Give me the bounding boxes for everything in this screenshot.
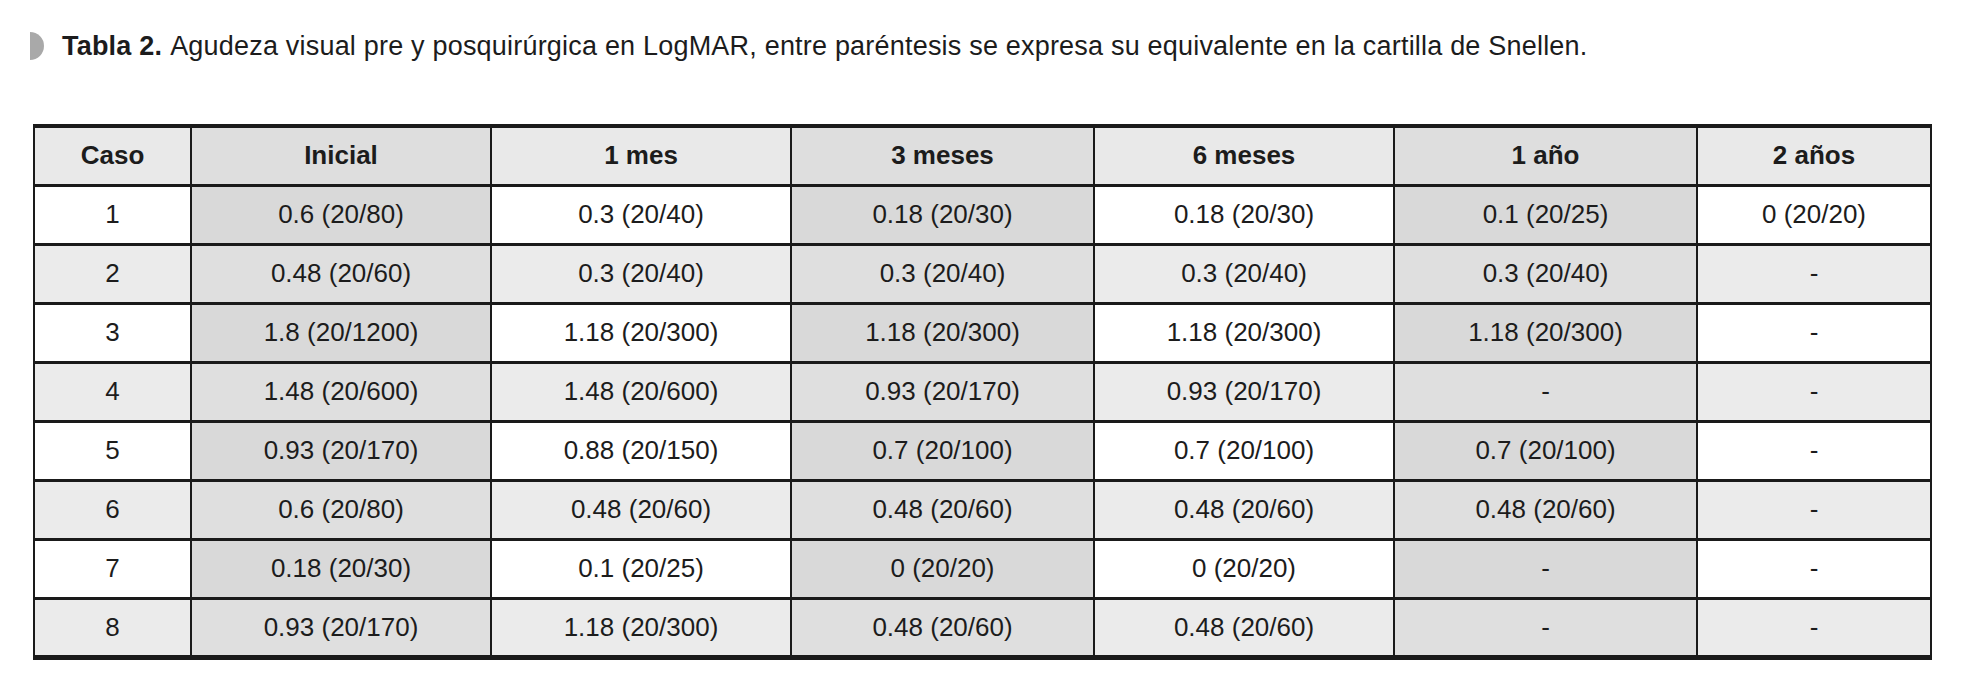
- case-number-cell: 6: [34, 480, 191, 539]
- table-cell: -: [1394, 362, 1697, 421]
- table-cell: 0.48 (20/60): [1394, 480, 1697, 539]
- table-cell: 0.18 (20/30): [791, 185, 1094, 244]
- table-caption-body: Agudeza visual pre y posquirúrgica en Lo…: [170, 31, 1587, 61]
- table-cell: 1.8 (20/1200): [191, 303, 491, 362]
- table-cell: 0.48 (20/60): [491, 480, 791, 539]
- table-cell: 0 (20/20): [1697, 185, 1931, 244]
- table-cell: 0.93 (20/170): [791, 362, 1094, 421]
- table-cell: 1.48 (20/600): [191, 362, 491, 421]
- table-cell: 0.93 (20/170): [191, 598, 491, 657]
- table-cell: -: [1697, 421, 1931, 480]
- table-cell: 0.18 (20/30): [191, 539, 491, 598]
- table-cell: -: [1697, 480, 1931, 539]
- table-body: 10.6 (20/80)0.3 (20/40)0.18 (20/30)0.18 …: [34, 185, 1931, 657]
- table-cell: -: [1697, 598, 1931, 657]
- case-number-cell: 3: [34, 303, 191, 362]
- table-cell: 0.7 (20/100): [791, 421, 1094, 480]
- table-cell: 0.48 (20/60): [191, 244, 491, 303]
- table-cell: -: [1697, 539, 1931, 598]
- case-number-cell: 2: [34, 244, 191, 303]
- table-cell: 0.3 (20/40): [1394, 244, 1697, 303]
- column-header-2-años: 2 años: [1697, 126, 1931, 185]
- table-cell: -: [1697, 303, 1931, 362]
- table-cell: 0 (20/20): [791, 539, 1094, 598]
- table-cell: 1.18 (20/300): [791, 303, 1094, 362]
- table-row: 70.18 (20/30)0.1 (20/25)0 (20/20)0 (20/2…: [34, 539, 1931, 598]
- visual-acuity-table: CasoInicial1 mes3 meses6 meses1 año2 año…: [33, 124, 1932, 660]
- table-cell: 0.88 (20/150): [491, 421, 791, 480]
- caption-marker-icon: [30, 32, 44, 60]
- table-row: 60.6 (20/80)0.48 (20/60)0.48 (20/60)0.48…: [34, 480, 1931, 539]
- table-row: 10.6 (20/80)0.3 (20/40)0.18 (20/30)0.18 …: [34, 185, 1931, 244]
- table-cell: 0.93 (20/170): [191, 421, 491, 480]
- case-number-cell: 7: [34, 539, 191, 598]
- table-cell: -: [1394, 598, 1697, 657]
- column-header-1-año: 1 año: [1394, 126, 1697, 185]
- table-cell: 0.18 (20/30): [1094, 185, 1394, 244]
- table-caption: Tabla 2. Agudeza visual pre y posquirúrgi…: [30, 30, 1587, 62]
- table-cell: 1.18 (20/300): [491, 598, 791, 657]
- column-header-3-meses: 3 meses: [791, 126, 1094, 185]
- table-cell: 0.3 (20/40): [791, 244, 1094, 303]
- table-cell: 0.48 (20/60): [791, 598, 1094, 657]
- column-header-caso: Caso: [34, 126, 191, 185]
- table-cell: 0.93 (20/170): [1094, 362, 1394, 421]
- table-cell: 0.1 (20/25): [1394, 185, 1697, 244]
- table-row: 41.48 (20/600)1.48 (20/600)0.93 (20/170)…: [34, 362, 1931, 421]
- table-cell: 1.48 (20/600): [491, 362, 791, 421]
- table-cell: 0.48 (20/60): [1094, 480, 1394, 539]
- table-cell: 0.3 (20/40): [1094, 244, 1394, 303]
- table-cell: 0.48 (20/60): [791, 480, 1094, 539]
- table-cell: 0.6 (20/80): [191, 185, 491, 244]
- header-row: CasoInicial1 mes3 meses6 meses1 año2 año…: [34, 126, 1931, 185]
- table-cell: 0.48 (20/60): [1094, 598, 1394, 657]
- table-cell: 1.18 (20/300): [1094, 303, 1394, 362]
- column-header-inicial: Inicial: [191, 126, 491, 185]
- column-header-1-mes: 1 mes: [491, 126, 791, 185]
- table-cell: 0.3 (20/40): [491, 244, 791, 303]
- caption-text: Tabla 2. Agudeza visual pre y posquirúrgi…: [62, 30, 1587, 62]
- page: Tabla 2. Agudeza visual pre y posquirúrgi…: [0, 0, 1962, 700]
- case-number-cell: 4: [34, 362, 191, 421]
- table-cell: 1.18 (20/300): [491, 303, 791, 362]
- table-cell: 0.1 (20/25): [491, 539, 791, 598]
- table-row: 50.93 (20/170)0.88 (20/150)0.7 (20/100)0…: [34, 421, 1931, 480]
- table-cell: 0.7 (20/100): [1094, 421, 1394, 480]
- table-cell: -: [1697, 362, 1931, 421]
- case-number-cell: 1: [34, 185, 191, 244]
- table-cell: 0.7 (20/100): [1394, 421, 1697, 480]
- table-cell: -: [1697, 244, 1931, 303]
- table-cell: 0.3 (20/40): [491, 185, 791, 244]
- table-row: 31.8 (20/1200)1.18 (20/300)1.18 (20/300)…: [34, 303, 1931, 362]
- table-caption-label: Tabla 2.: [62, 31, 162, 61]
- table-row: 80.93 (20/170)1.18 (20/300)0.48 (20/60)0…: [34, 598, 1931, 657]
- table-cell: -: [1394, 539, 1697, 598]
- table-cell: 0 (20/20): [1094, 539, 1394, 598]
- table-cell: 0.6 (20/80): [191, 480, 491, 539]
- table-cell: 1.18 (20/300): [1394, 303, 1697, 362]
- case-number-cell: 8: [34, 598, 191, 657]
- column-header-6-meses: 6 meses: [1094, 126, 1394, 185]
- table-row: 20.48 (20/60)0.3 (20/40)0.3 (20/40)0.3 (…: [34, 244, 1931, 303]
- case-number-cell: 5: [34, 421, 191, 480]
